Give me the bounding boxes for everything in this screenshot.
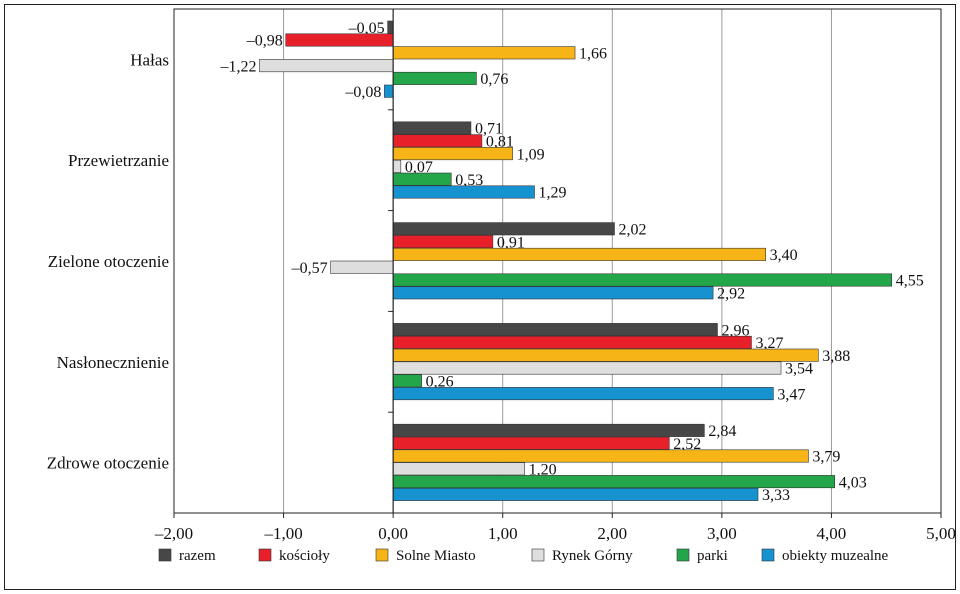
data-label: 3,27 xyxy=(755,335,783,352)
x-tick-label: 0,00 xyxy=(378,524,408,543)
bar-parki xyxy=(392,172,452,186)
data-label: –0,57 xyxy=(291,260,328,277)
bar-obiekty-muzealne xyxy=(392,185,535,199)
bar-razem xyxy=(392,323,718,337)
data-label: 1,29 xyxy=(538,185,566,202)
data-label: 4,03 xyxy=(839,474,867,491)
bar-solne-miasto xyxy=(392,147,513,161)
bar-razem xyxy=(387,20,394,34)
legend-swatch-solne-miasto xyxy=(375,548,389,562)
bar-obiekty-muzealne xyxy=(392,286,714,300)
plot-area xyxy=(173,8,942,514)
data-label: –0,05 xyxy=(348,20,385,37)
bar-rynek-górny xyxy=(392,361,782,375)
bar-solne-miasto xyxy=(392,449,809,463)
bar-rynek-górny xyxy=(259,59,394,73)
bar-kościoły xyxy=(392,134,483,148)
bar-rynek-górny xyxy=(330,260,394,274)
category-label: Hałas xyxy=(130,50,169,69)
data-label: 0,91 xyxy=(497,234,525,251)
bar-obiekty-muzealne xyxy=(392,387,774,401)
x-tick-label: 2,00 xyxy=(597,524,627,543)
data-label: 0,81 xyxy=(486,134,514,151)
data-label: 3,54 xyxy=(785,361,813,378)
bar-kościoły xyxy=(392,436,670,450)
x-tick-label: 5,00 xyxy=(926,524,956,543)
bar-obiekty-muzealne xyxy=(384,84,394,98)
bar-kościoły xyxy=(285,33,394,47)
legend-label: razem xyxy=(179,548,216,564)
data-label: 3,47 xyxy=(777,386,805,403)
data-label: 0,07 xyxy=(405,159,433,176)
legend-label: kościoły xyxy=(279,548,330,564)
bar-parki xyxy=(392,71,477,85)
legend-swatch-kościoły xyxy=(258,548,272,562)
category-label: Zdrowe otoczenie xyxy=(47,454,169,473)
x-tick-label: 4,00 xyxy=(817,524,847,543)
legend-label: parki xyxy=(697,548,728,564)
bar-rynek-górny xyxy=(392,159,402,173)
x-tick-label: 1,00 xyxy=(488,524,518,543)
data-label: 2,84 xyxy=(708,423,736,440)
bar-parki xyxy=(392,475,836,489)
data-label: 2,52 xyxy=(673,436,701,453)
bar-parki xyxy=(392,374,422,388)
bar-kościoły xyxy=(392,335,752,349)
x-tick-label: 3,00 xyxy=(707,524,737,543)
data-label: 3,40 xyxy=(770,247,798,264)
bar-solne-miasto xyxy=(392,348,819,362)
bar-razem xyxy=(392,222,615,236)
data-label: –0,98 xyxy=(246,33,283,50)
data-label: 3,79 xyxy=(812,449,840,466)
bar-razem xyxy=(392,121,472,135)
data-label: 0,76 xyxy=(480,71,508,88)
data-label: –0,08 xyxy=(344,84,381,101)
legend-label: obiekty muzealne xyxy=(782,548,889,564)
data-label: 2,96 xyxy=(721,322,749,339)
legend-swatch-razem xyxy=(158,548,172,562)
bar-razem xyxy=(392,423,705,437)
legend-swatch-parki xyxy=(676,548,690,562)
data-label: 1,09 xyxy=(517,146,545,163)
data-label: 2,92 xyxy=(717,286,745,303)
chart-frame xyxy=(4,4,956,590)
legend-label: Solne Miasto xyxy=(396,548,476,564)
data-label: 4,55 xyxy=(896,273,924,290)
legend-swatch-obiekty-muzealne xyxy=(761,548,775,562)
data-label: 3,33 xyxy=(762,487,790,504)
bar-kościoły xyxy=(392,235,494,249)
data-label: –1,22 xyxy=(219,58,256,75)
data-label: 0,53 xyxy=(455,172,483,189)
data-label: 1,66 xyxy=(579,46,607,63)
bar-solne-miasto xyxy=(392,247,766,261)
bar-parki xyxy=(392,273,892,287)
data-label: 0,26 xyxy=(426,374,454,391)
x-tick-label: –2,00 xyxy=(154,524,193,543)
legend-label: Rynek Górny xyxy=(552,548,633,564)
bar-solne-miasto xyxy=(392,46,576,60)
category-label: Nasłonecznienie xyxy=(57,353,169,372)
data-label: 2,02 xyxy=(618,222,646,239)
x-tick-label: –1,00 xyxy=(263,524,302,543)
data-label: 1,20 xyxy=(529,462,557,479)
legend-swatch-rynek-górny xyxy=(531,548,545,562)
data-label: 3,88 xyxy=(822,348,850,365)
bar-rynek-górny xyxy=(392,462,525,476)
bar-obiekty-muzealne xyxy=(392,487,759,501)
category-label: Zielone otoczenie xyxy=(48,252,169,271)
data-label: 0,71 xyxy=(475,121,503,138)
category-label: Przewietrzanie xyxy=(68,151,169,170)
